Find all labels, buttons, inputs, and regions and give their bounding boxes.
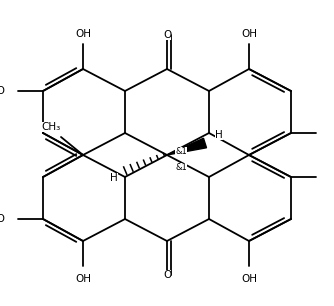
Text: O: O — [163, 30, 171, 40]
Text: HO: HO — [0, 214, 5, 224]
Text: &1: &1 — [175, 147, 187, 155]
Text: OH: OH — [241, 29, 257, 39]
Text: H: H — [110, 173, 118, 183]
Text: OH: OH — [75, 274, 91, 284]
Polygon shape — [167, 138, 206, 155]
Text: HO: HO — [0, 86, 5, 96]
Text: &1: &1 — [175, 162, 187, 171]
Text: O: O — [163, 270, 171, 280]
Text: H: H — [215, 130, 223, 140]
Text: OH: OH — [241, 274, 257, 284]
Text: CH₃: CH₃ — [41, 122, 61, 132]
Text: OH: OH — [75, 29, 91, 39]
